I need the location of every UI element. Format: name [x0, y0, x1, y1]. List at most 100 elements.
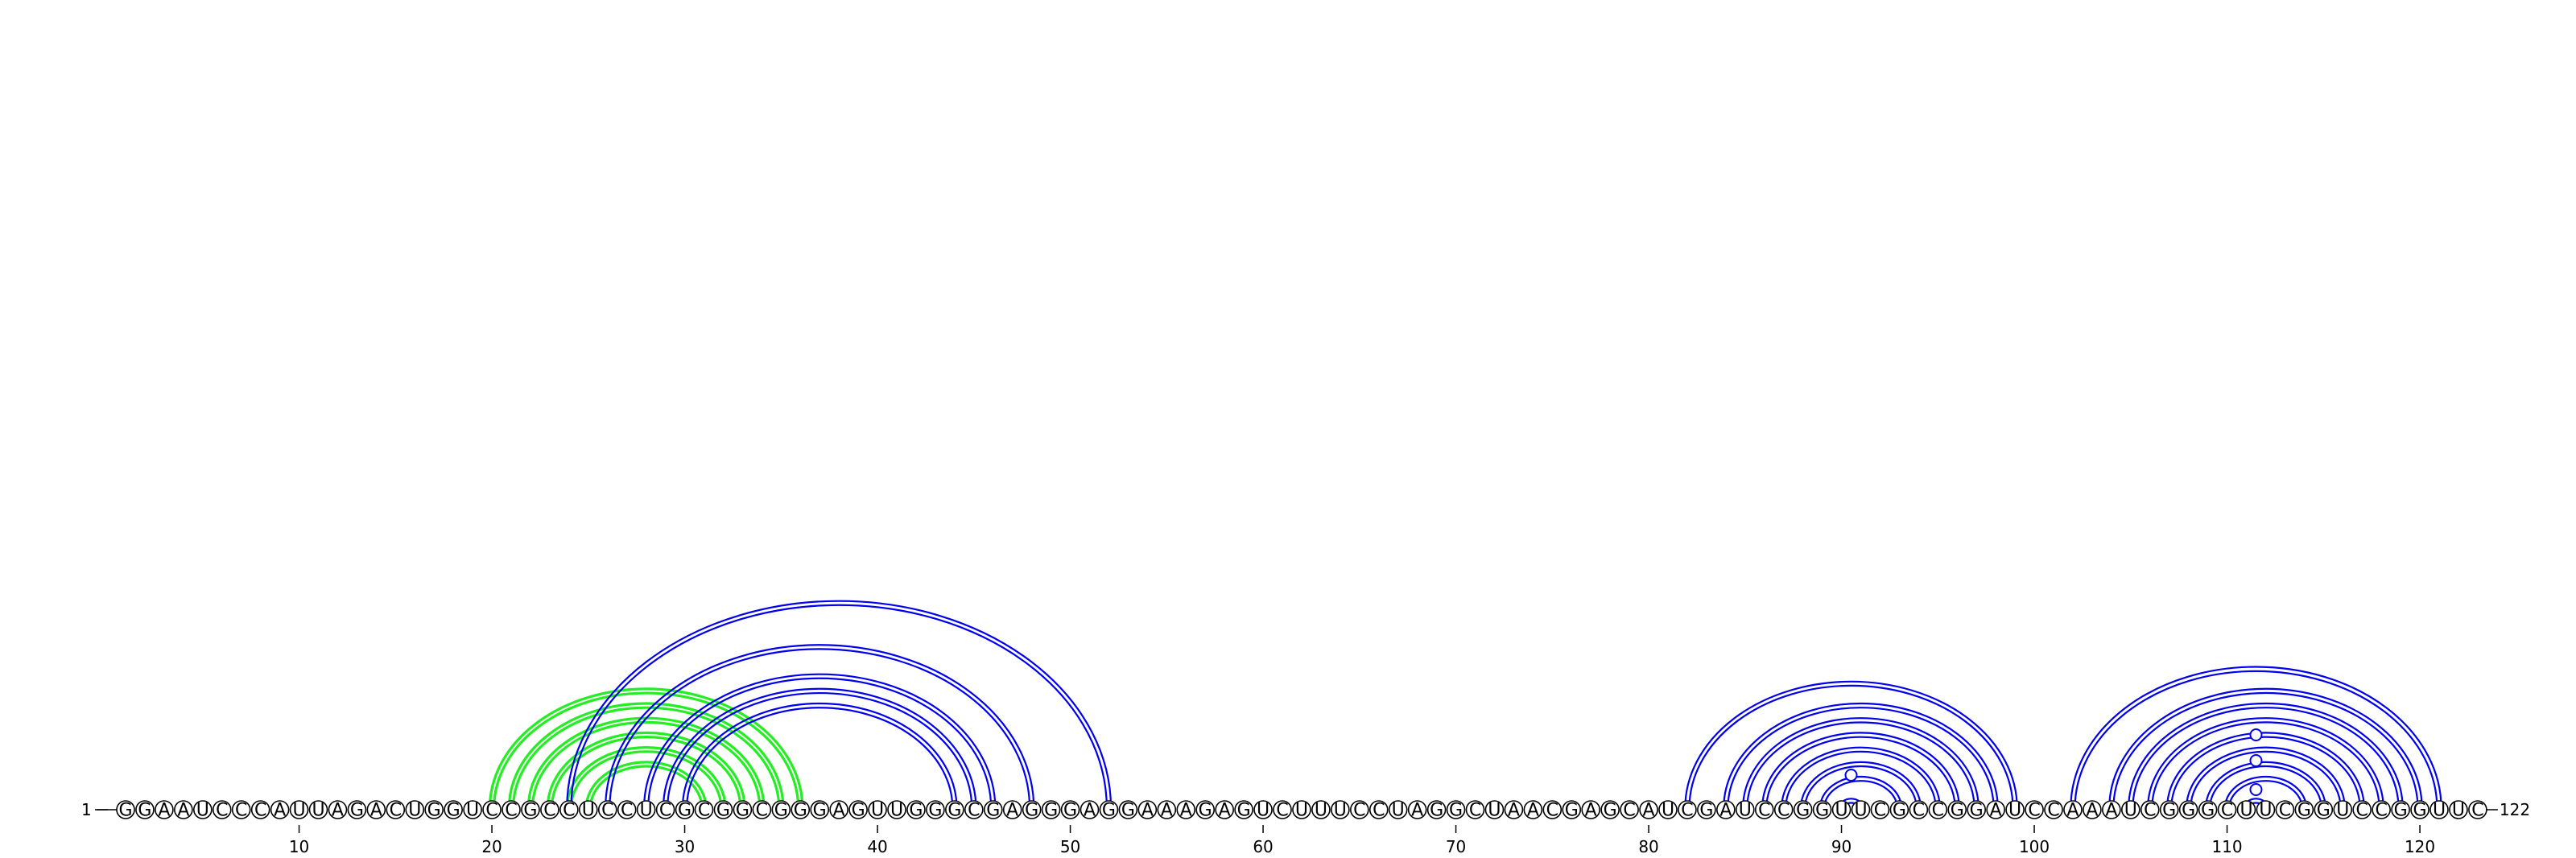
- blue-arc-89-93-line: [1818, 775, 1903, 809]
- tick-label-30: 30: [675, 837, 695, 856]
- blue-arc-107-117: [2166, 732, 2365, 809]
- nucleotide-letter: G: [2413, 801, 2427, 821]
- nucleotide-circle: [1022, 800, 1042, 819]
- nucleotide-letter: G: [909, 801, 923, 821]
- nucleotide-circle: [521, 800, 540, 819]
- nucleotide-letter: C: [1276, 801, 1288, 821]
- blue-arc-84-98-line: [1723, 702, 1999, 809]
- blue-arc-24-52: [566, 600, 1113, 809]
- nucleotide-circle: [1754, 800, 1774, 819]
- nucleotide-letter: G: [986, 801, 1000, 821]
- nucleotide-letter: C: [2028, 801, 2040, 821]
- blue-arc-88-94: [1799, 761, 1922, 809]
- nucleotide-letter: U: [2452, 801, 2465, 821]
- nucleotide-letter: U: [2336, 801, 2349, 821]
- nucleotide-letter: A: [177, 801, 189, 821]
- nucleotide-letter: G: [427, 801, 441, 821]
- nucleotide-107: G: [2159, 800, 2179, 821]
- nucleotide-letter: G: [1199, 801, 1212, 821]
- nucleotide-115: G: [2314, 800, 2334, 821]
- nucleotide-circle: [1331, 800, 1350, 819]
- nucleotide-circle: [1678, 800, 1697, 819]
- blue-arc-104-120-line: [2112, 691, 2419, 809]
- nucleotide-74: A: [1523, 800, 1543, 821]
- nucleotide-letter: G: [1970, 801, 1984, 821]
- nucleotide-letter: A: [1141, 801, 1154, 821]
- blue-arc-86-96-line: [1765, 736, 1956, 809]
- nucleotide-letter: C: [2144, 801, 2156, 821]
- tick-label-40: 40: [867, 837, 887, 856]
- nucleotide-letter: U: [1488, 801, 1501, 821]
- nucleotide-99: U: [2005, 800, 2025, 821]
- blue-arc-84-98-line: [1727, 707, 1995, 809]
- nucleotide-105: U: [2121, 800, 2140, 821]
- blue-arc-85-97-line: [1746, 721, 1975, 809]
- nucleotide-circle: [906, 800, 926, 819]
- nucleotide-letter: G: [138, 801, 151, 821]
- nucleotide-letter: G: [1102, 801, 1116, 821]
- nucleotide-letter: U: [1662, 801, 1674, 821]
- tick-label-120: 120: [2405, 837, 2435, 856]
- nucleotide-84: A: [1716, 800, 1736, 821]
- nucleotide-letter: A: [1180, 801, 1192, 821]
- nucleotide-35: G: [771, 800, 791, 821]
- nucleotide-circle: [1253, 800, 1273, 819]
- nucleotide-86: C: [1754, 800, 1774, 821]
- nucleotide-58: A: [1215, 800, 1234, 821]
- blue-arc-26-48: [605, 644, 1035, 809]
- nucleotide-25: U: [578, 800, 598, 821]
- nucleotide-56: A: [1176, 800, 1196, 821]
- nucleotide-circle: [1736, 800, 1755, 819]
- nucleotide-circle: [1388, 800, 1408, 819]
- nucleotide-letter: A: [1719, 801, 1732, 821]
- nucleotide-77: A: [1581, 800, 1600, 821]
- nucleotide-27: C: [617, 800, 637, 821]
- blue-arc-26-48-line: [605, 644, 1035, 809]
- nucleotide-6: C: [212, 800, 232, 821]
- nucleotide-letter: U: [292, 801, 305, 821]
- nucleotide-letter: G: [1604, 801, 1617, 821]
- nucleotide-letter: C: [216, 801, 228, 821]
- blue-arc-85-97-line: [1742, 717, 1979, 809]
- nucleotide-letter: G: [928, 801, 942, 821]
- nucleotide-circle: [1311, 800, 1331, 819]
- nucleotide-64: U: [1331, 800, 1350, 821]
- nucleotide-circle: [1137, 800, 1158, 819]
- nucleotide-50: G: [1060, 800, 1080, 821]
- tick-label-110: 110: [2211, 837, 2242, 856]
- nucleotide-letter: C: [1874, 801, 1886, 821]
- nucleotide-circle: [2468, 800, 2487, 819]
- nucleotide-circle: [848, 800, 868, 819]
- nucleotide-57: G: [1195, 800, 1215, 821]
- blue-arc-89-93: [1818, 775, 1903, 809]
- nucleotide-109: G: [2198, 800, 2218, 821]
- nucleotide-87: C: [1773, 800, 1794, 821]
- nucleotide-letter: C: [968, 801, 980, 821]
- nucleotide-circle: [347, 800, 367, 819]
- green-arc-20-36-line: [488, 687, 804, 809]
- nucleotide-letter: U: [640, 801, 653, 821]
- nucleotide-letter: G: [1449, 801, 1463, 821]
- nucleotide-letter: C: [1758, 801, 1770, 821]
- blue-arc-87-95-line: [1781, 746, 1941, 809]
- nucleotide-letter: U: [2124, 801, 2137, 821]
- nucleotide-53: G: [1118, 800, 1138, 821]
- nucleotide-letter: G: [447, 801, 460, 821]
- nucleotide-letter: U: [2433, 801, 2446, 821]
- nucleotide-letter: A: [1006, 801, 1018, 821]
- tick-label-10: 10: [289, 837, 309, 856]
- nucleotide-60: U: [1253, 800, 1273, 821]
- nucleotide-letter: C: [698, 801, 710, 821]
- green-arc-25-31: [584, 761, 708, 809]
- blue-arc-102-121: [2070, 666, 2442, 809]
- nucleotide-24: C: [559, 800, 579, 821]
- nucleotide-circle: [1350, 800, 1369, 819]
- green-arc-21-35-line: [507, 702, 785, 809]
- nucleotide-85: U: [1736, 800, 1755, 821]
- arcs-layer: [488, 600, 2442, 809]
- nucleotide-19: U: [463, 800, 482, 821]
- nucleotide-120: G: [2410, 800, 2429, 821]
- nucleotide-letter: C: [1681, 801, 1693, 821]
- nucleotide-letter: A: [370, 801, 382, 821]
